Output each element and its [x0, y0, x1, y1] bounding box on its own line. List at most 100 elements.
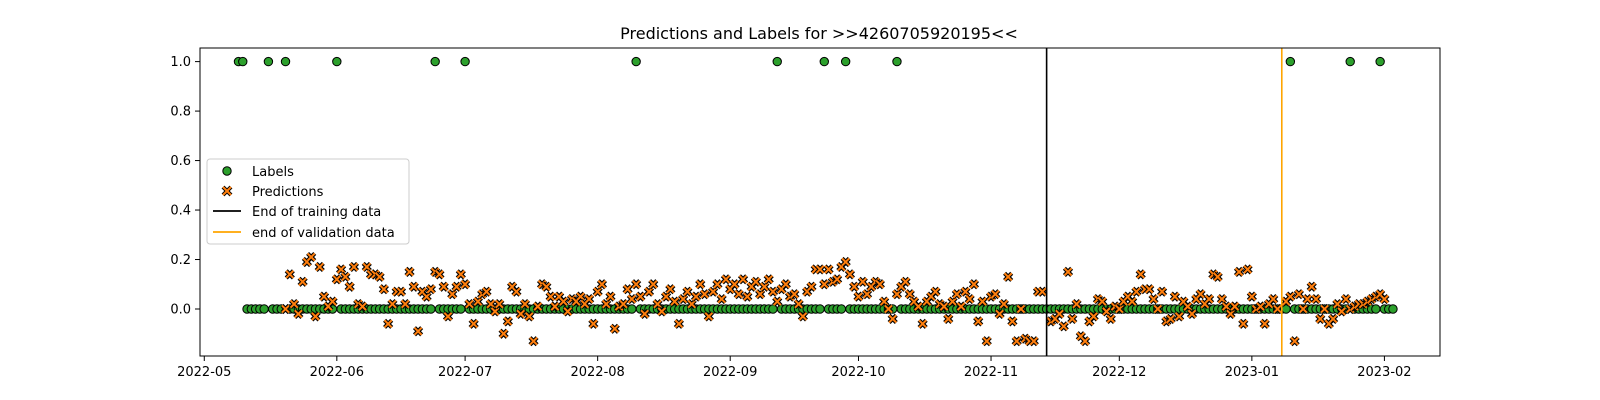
label-point	[430, 56, 440, 67]
x-tick-label: 2023-01	[1225, 365, 1279, 380]
prediction-point	[605, 291, 616, 302]
prediction-point	[729, 279, 740, 290]
prediction-point	[442, 311, 454, 322]
label-point	[280, 56, 291, 67]
label-point	[456, 304, 466, 314]
prediction-point	[1054, 308, 1065, 320]
prediction-point	[823, 264, 834, 275]
prediction-point	[1293, 289, 1304, 300]
prediction-point	[1336, 306, 1347, 317]
prediction-point	[900, 276, 911, 287]
prediction-point	[383, 318, 394, 329]
prediction-point	[592, 286, 603, 297]
prediction-point	[336, 264, 347, 275]
prediction-point	[528, 336, 539, 347]
axes-frame	[199, 47, 1441, 357]
prediction-point	[844, 269, 856, 280]
prediction-point	[964, 294, 975, 305]
prediction-point	[541, 281, 552, 292]
prediction-point	[314, 261, 325, 273]
prediction-point	[759, 281, 770, 292]
prediction-point	[938, 301, 950, 312]
label-point	[1375, 56, 1385, 67]
prediction-point	[340, 271, 351, 282]
prediction-point	[395, 286, 407, 297]
x-tick-label: 2022-07	[438, 365, 492, 380]
prediction-point	[1319, 303, 1330, 315]
prediction-point	[977, 296, 988, 307]
prediction-point	[288, 298, 300, 310]
prediction-point	[947, 296, 958, 307]
prediction-point	[1058, 321, 1069, 332]
prediction-point	[425, 284, 436, 295]
label-point	[1388, 304, 1398, 314]
prediction-point	[575, 291, 586, 302]
prediction-point	[558, 296, 569, 307]
label-point	[892, 56, 902, 67]
prediction-point	[327, 296, 338, 307]
prediction-point	[861, 289, 873, 300]
legend-validation-text: end of validation data	[252, 226, 395, 241]
prediction-point	[293, 308, 304, 320]
legend-predictions-text: Predictions	[252, 185, 324, 200]
label-point	[631, 56, 641, 67]
prediction-point	[1268, 294, 1279, 305]
prediction-point	[306, 251, 317, 263]
prediction-point	[412, 326, 424, 337]
label-point	[840, 56, 851, 67]
prediction-point	[331, 274, 342, 285]
label-point	[263, 56, 274, 67]
prediction-point	[930, 286, 941, 297]
prediction-point	[887, 313, 898, 324]
prediction-point	[1105, 313, 1116, 324]
prediction-point	[643, 286, 655, 297]
prediction-point	[1097, 296, 1108, 307]
prediction-point	[737, 274, 749, 285]
prediction-point	[990, 289, 1001, 300]
prediction-point	[1204, 294, 1215, 305]
prediction-point	[361, 261, 372, 273]
label-point	[238, 56, 248, 67]
prediction-point	[280, 303, 291, 315]
prediction-point	[943, 313, 954, 324]
prediction-point	[498, 328, 509, 339]
prediction-point	[1165, 313, 1176, 324]
chart-title: Predictions and Labels for >>42607059201…	[620, 24, 1018, 43]
prediction-point	[780, 279, 791, 290]
prediction-point	[879, 296, 890, 307]
prediction-point	[635, 291, 646, 302]
prediction-point	[404, 266, 415, 277]
prediction-point	[408, 281, 419, 292]
prediction-point	[883, 303, 894, 315]
prediction-point	[1221, 301, 1232, 312]
plot-area	[233, 48, 1398, 356]
legend-predictions-marker	[221, 185, 233, 197]
prediction-point	[708, 286, 719, 297]
prediction-point	[968, 279, 980, 290]
label-point	[460, 56, 470, 67]
legend-labels-text: Labels	[252, 165, 294, 180]
x-tick-label: 2022-11	[964, 365, 1018, 380]
prediction-point	[998, 298, 1009, 310]
prediction-point	[981, 336, 992, 347]
prediction-point	[472, 296, 484, 307]
prediction-point	[1174, 311, 1185, 322]
y-tick-label: 0.0	[170, 302, 191, 317]
prediction-point	[596, 279, 608, 290]
prediction-point	[1315, 313, 1326, 324]
prediction-point	[1225, 308, 1236, 320]
legend-labels-marker	[222, 166, 232, 176]
prediction-point	[750, 276, 761, 287]
prediction-point	[1216, 294, 1228, 305]
prediction-point	[1114, 303, 1125, 315]
prediction-point	[1310, 294, 1322, 305]
prediction-point	[622, 284, 633, 295]
prediction-point	[348, 261, 360, 273]
prediction-point	[853, 291, 864, 302]
prediction-point	[481, 286, 492, 297]
prediction-point	[678, 294, 689, 305]
prediction-point	[1148, 294, 1159, 305]
prediction-point	[357, 301, 368, 312]
prediction-point	[1156, 286, 1168, 297]
label-point	[815, 304, 825, 314]
